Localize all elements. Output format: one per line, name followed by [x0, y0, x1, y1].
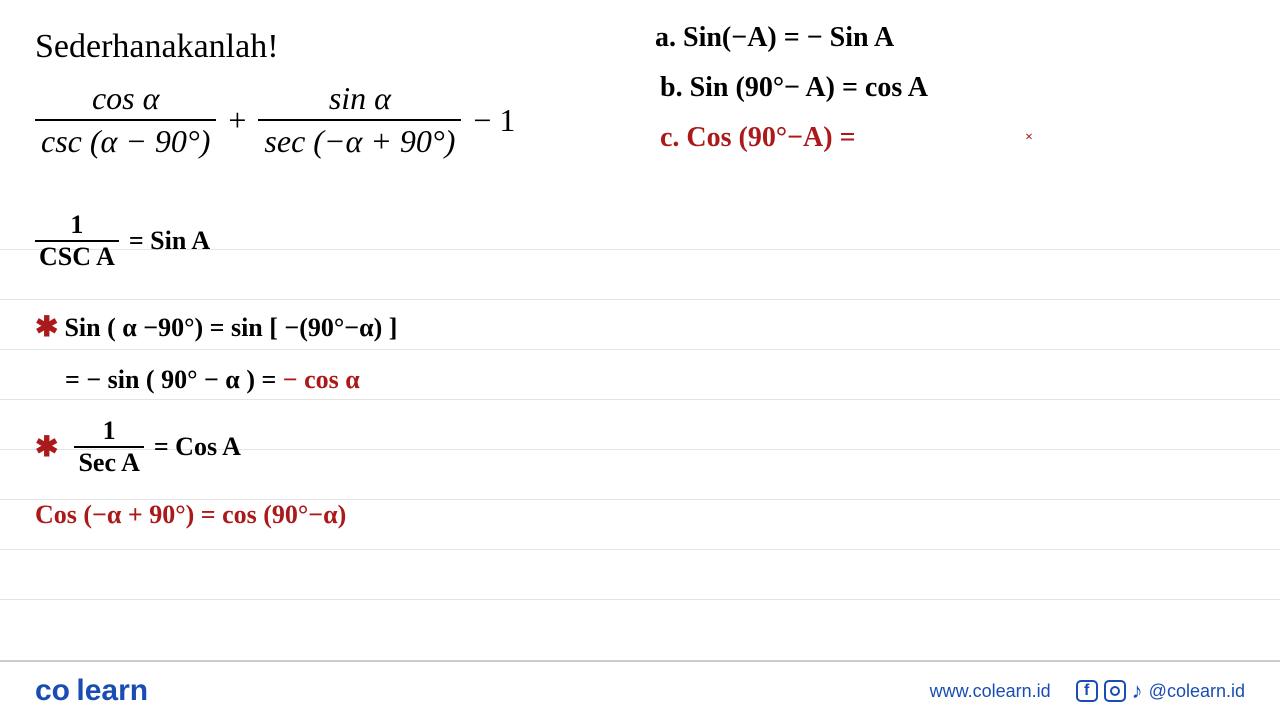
- cursor-mark-icon: ×: [1025, 130, 1033, 146]
- footer-url[interactable]: www.colearn.id: [930, 681, 1051, 702]
- footer-right: www.colearn.id f ♪ @colearn.id: [930, 678, 1245, 704]
- work1-eq: = Sin A: [129, 226, 210, 256]
- work-line-2b: = − sin ( 90° − α ) = − cos α: [35, 365, 360, 395]
- social-handle: @colearn.id: [1149, 681, 1245, 702]
- fraction-1: cos α csc (α − 90°): [35, 80, 216, 160]
- minus-one: − 1: [473, 102, 515, 139]
- work3-frac-top: 1: [99, 416, 120, 446]
- instagram-inner-icon: [1110, 686, 1120, 696]
- frac2-numerator: sin α: [323, 80, 397, 119]
- note-b: b. Sin (90°− A) = cos A: [660, 72, 928, 104]
- work1-fraction: 1 CSC A: [35, 210, 119, 272]
- logo-part-2: learn: [76, 674, 148, 707]
- plus-sign: +: [228, 102, 246, 139]
- instagram-icon[interactable]: [1104, 680, 1126, 702]
- facebook-icon[interactable]: f: [1076, 680, 1098, 702]
- rule-line: [0, 550, 1280, 600]
- frac1-denominator: csc (α − 90°): [35, 121, 216, 160]
- brand-logo: co learn: [35, 674, 148, 708]
- work3-fraction: 1 Sec A: [74, 416, 143, 478]
- main-formula: cos α csc (α − 90°) + sin α sec (−α + 90…: [35, 80, 515, 160]
- work-line-2: ✱Sin ( α −90°) = sin [ −(90°−α) ]: [35, 310, 397, 344]
- work2b-black: = − sin ( 90° − α ) =: [65, 365, 283, 394]
- page-title: Sederhanakanlah!: [35, 28, 279, 66]
- frac1-numerator: cos α: [86, 80, 165, 119]
- social-group: f ♪ @colearn.id: [1076, 678, 1245, 704]
- footer-bar: co learn www.colearn.id f ♪ @colearn.id: [0, 660, 1280, 720]
- work1-frac-top: 1: [66, 210, 87, 240]
- bullet-star-icon: ✱: [35, 430, 58, 464]
- work1-frac-bot: CSC A: [35, 242, 119, 272]
- work2b-red: − cos α: [283, 365, 360, 394]
- note-c: c. Cos (90°−A) =: [660, 122, 856, 154]
- work3-frac-bot: Sec A: [74, 448, 143, 478]
- work-line-3: ✱ 1 Sec A = Cos A: [35, 416, 241, 478]
- work2-text: Sin ( α −90°) = sin [ −(90°−α) ]: [64, 313, 397, 342]
- logo-part-1: co: [35, 674, 70, 707]
- fraction-2: sin α sec (−α + 90°): [258, 80, 461, 160]
- note-a: a. Sin(−A) = − Sin A: [655, 22, 894, 54]
- frac2-denominator: sec (−α + 90°): [258, 121, 461, 160]
- work-line-4: Cos (−α + 90°) = cos (90°−α): [35, 500, 346, 530]
- bullet-star-icon: ✱: [35, 312, 58, 343]
- work-line-1: 1 CSC A = Sin A: [35, 210, 210, 272]
- work3-eq: = Cos A: [154, 432, 241, 462]
- tiktok-icon[interactable]: ♪: [1132, 678, 1143, 704]
